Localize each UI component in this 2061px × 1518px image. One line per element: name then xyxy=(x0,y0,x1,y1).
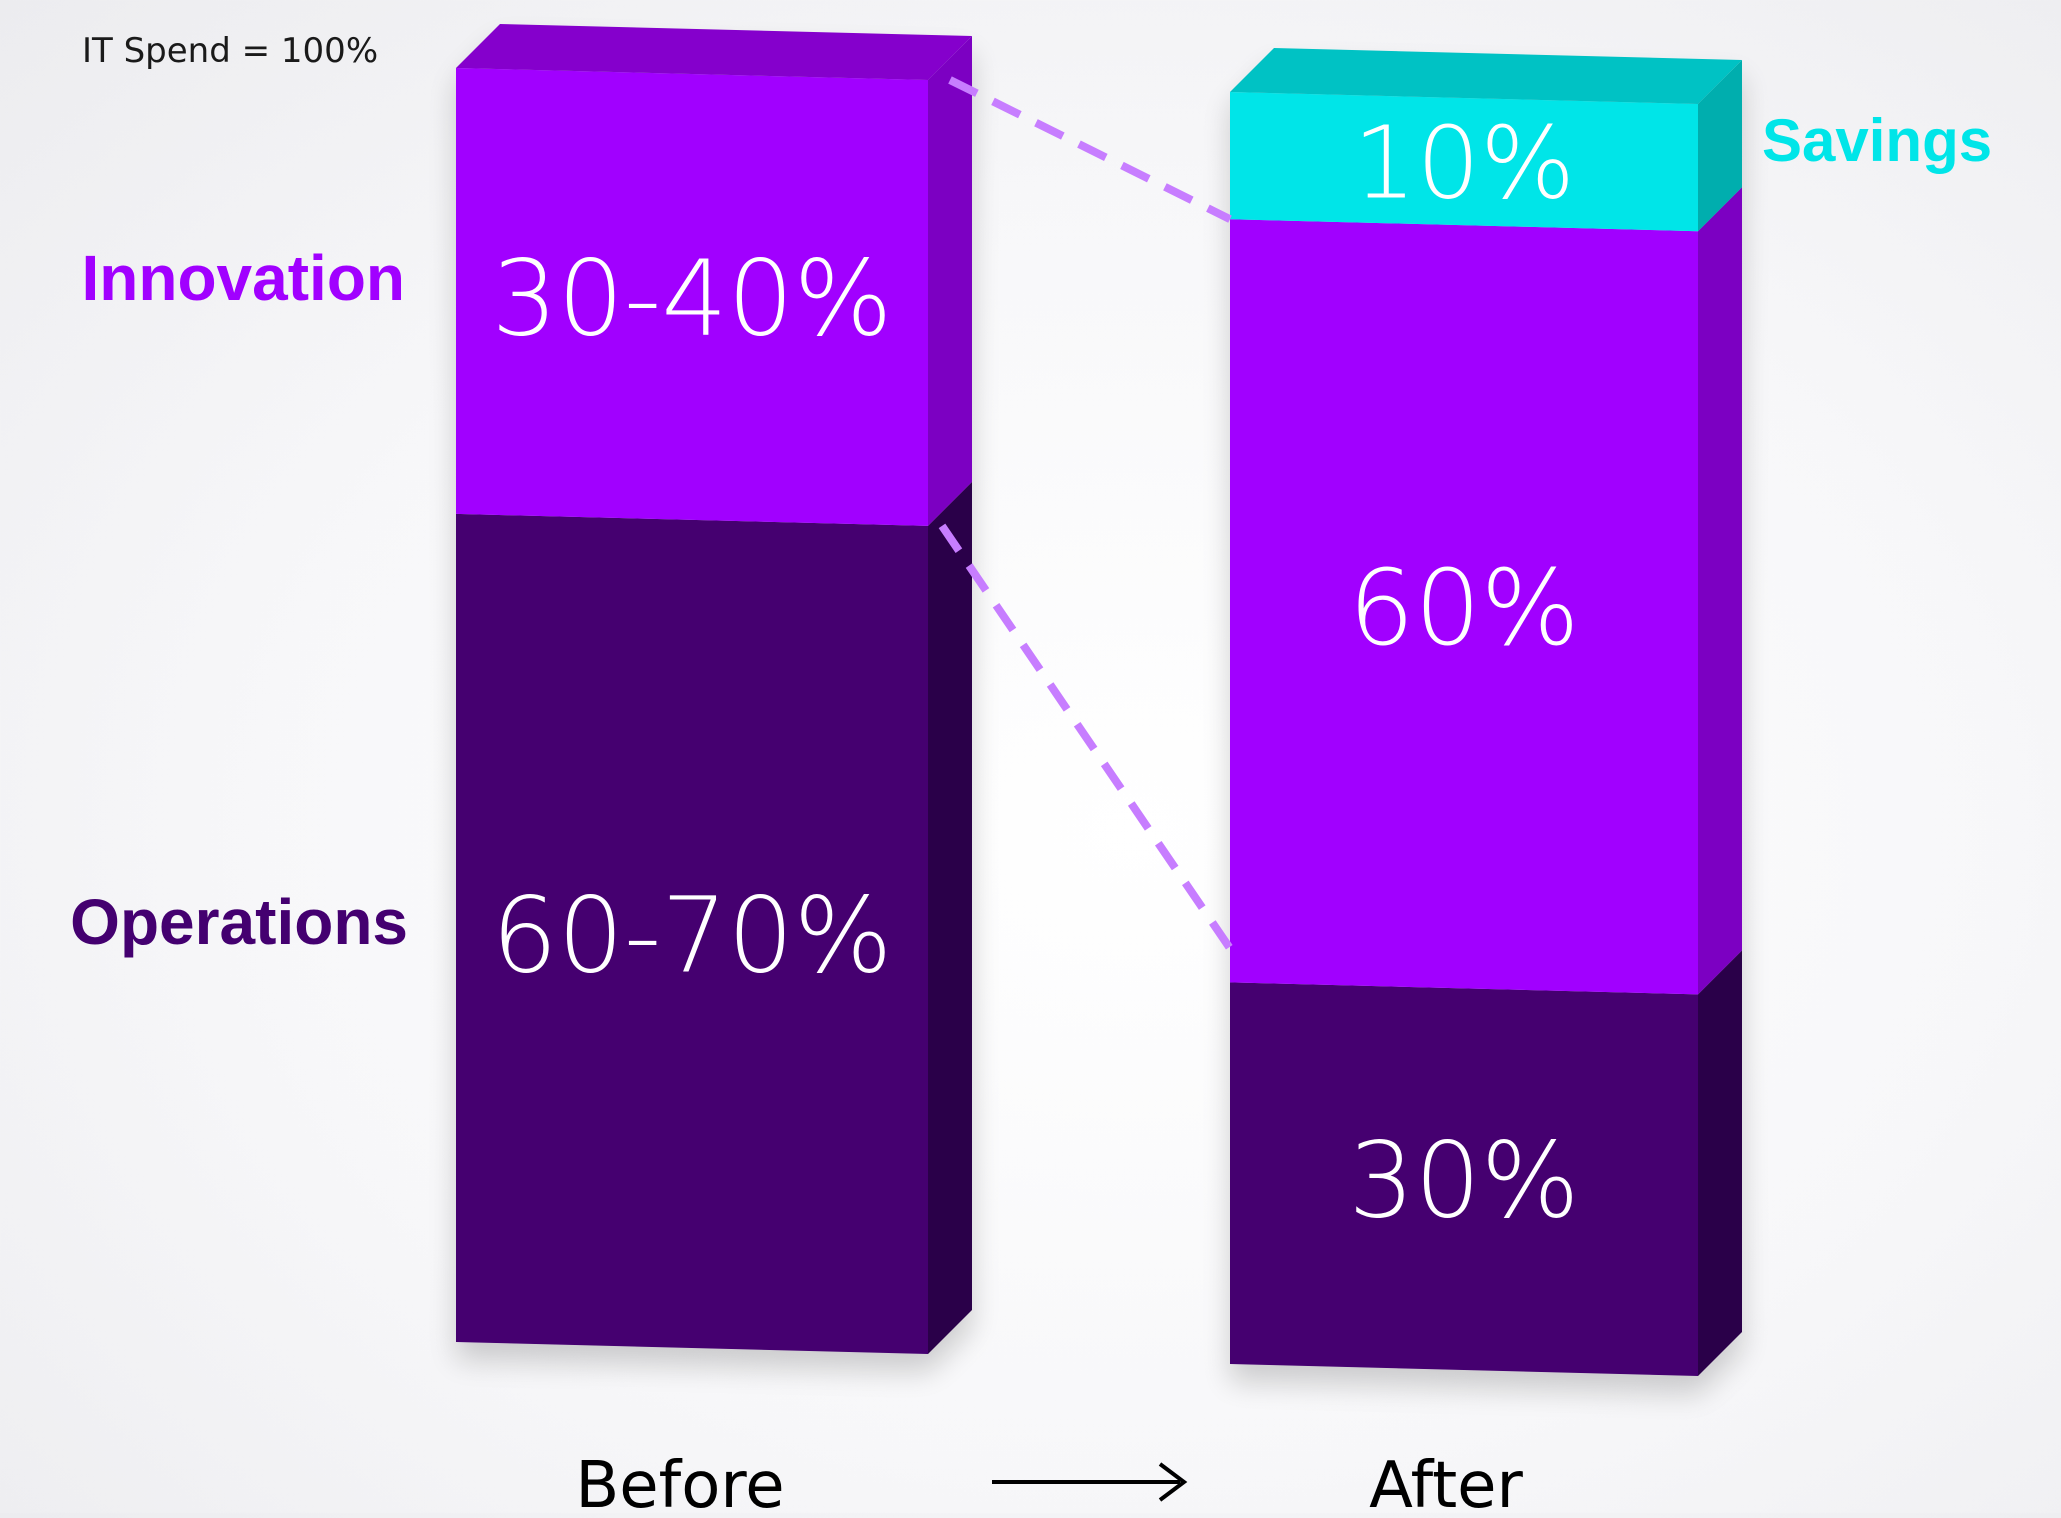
bar-before-operations-side xyxy=(928,481,972,1354)
legend-operations: Operations xyxy=(70,886,408,958)
category-label-after: After xyxy=(1369,1449,1523,1513)
legend-innovation: Innovation xyxy=(81,242,405,314)
bar-after-innovation xyxy=(1230,219,1698,995)
connector-line-top xyxy=(948,76,1232,223)
bar-before-operations xyxy=(456,513,928,1354)
bar-after-savings-side xyxy=(1698,60,1742,232)
bar-before-top-face xyxy=(456,24,972,80)
long-right-arrow-icon xyxy=(992,1462,1188,1502)
value-label-after-innovation: 60% xyxy=(1348,547,1579,669)
category-label-before: Before xyxy=(575,1449,784,1513)
value-label-before-operations: 60-70% xyxy=(491,874,892,996)
value-label-after-operations: 30% xyxy=(1348,1120,1579,1242)
bar-after-savings xyxy=(1230,92,1698,232)
connector-line-bottom xyxy=(938,523,1234,951)
bar-after-operations xyxy=(1230,982,1698,1376)
spend-note: IT Spend = 100% xyxy=(82,31,378,71)
bar-after-operations-side xyxy=(1698,950,1742,1376)
value-label-before-innovation: 30-40% xyxy=(491,237,892,359)
value-label-after-savings: 10% xyxy=(1353,105,1575,222)
bar-before-innovation xyxy=(456,68,928,526)
bar-after-top-face xyxy=(1230,48,1742,104)
bar-before-innovation-side xyxy=(928,36,972,526)
legend-savings: Savings xyxy=(1762,107,1992,174)
bar-after-innovation-side xyxy=(1698,187,1742,995)
